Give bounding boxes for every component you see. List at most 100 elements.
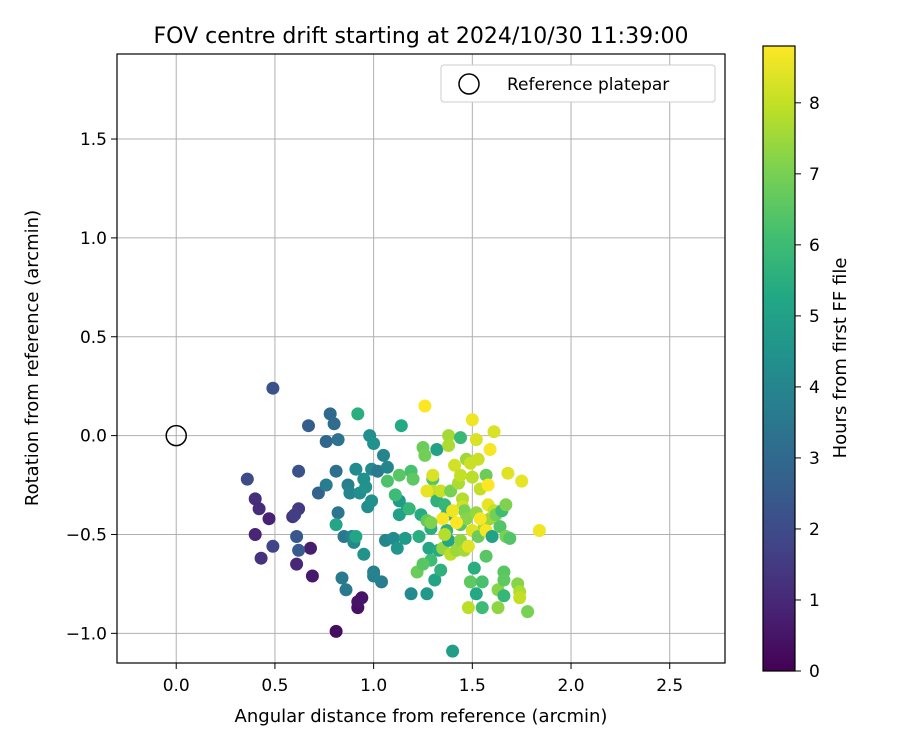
data-point (532, 524, 546, 537)
data-point (521, 605, 535, 619)
data-point (469, 587, 483, 601)
data-point (252, 502, 266, 516)
data-point (311, 486, 325, 500)
data-point (438, 528, 452, 541)
data-point (377, 448, 390, 462)
data-point (513, 591, 527, 605)
data-point (290, 530, 304, 543)
y-axis-ticks: −1.0 −0.5 0.0 0.5 1.0 1.5 (66, 130, 117, 644)
data-point (426, 468, 440, 482)
data-point (357, 547, 371, 561)
data-point (487, 425, 501, 439)
data-point (501, 466, 515, 480)
data-point (329, 464, 343, 478)
legend-entry-label: Reference platepar (507, 75, 669, 95)
x-tick-label: 0.0 (163, 676, 190, 696)
data-point (463, 575, 477, 589)
data-point (290, 557, 304, 571)
colorbar (762, 45, 796, 672)
data-point (304, 541, 317, 555)
data-point (339, 583, 353, 597)
data-point (497, 573, 511, 587)
data-point (420, 484, 434, 498)
data-point (483, 443, 497, 456)
data-point (493, 520, 507, 534)
data-point (248, 492, 262, 506)
data-point (424, 516, 438, 530)
data-point (442, 439, 456, 452)
data-point (416, 557, 430, 571)
x-axis-ticks: 0.0 0.5 1.0 1.5 2.0 2.5 (163, 663, 683, 696)
data-point (450, 516, 463, 530)
y-tick-label: −0.5 (66, 525, 107, 545)
data-point (418, 399, 432, 413)
grid-lines (117, 54, 725, 663)
data-point (461, 601, 475, 615)
data-point (434, 484, 448, 498)
legend: Reference platepar (440, 64, 716, 103)
colorbar-tick-label: 7 (809, 165, 820, 185)
data-point (412, 530, 426, 543)
data-point (319, 435, 333, 448)
data-point (390, 541, 404, 555)
colorbar-tick-label: 2 (809, 520, 820, 540)
reference-platepar-marker (165, 424, 187, 447)
data-point (448, 458, 462, 472)
data-point (329, 518, 343, 532)
data-point (380, 474, 394, 488)
data-point (335, 571, 349, 585)
data-point (302, 419, 315, 433)
data-point (398, 531, 412, 545)
legend-marker-open-circle (458, 73, 480, 95)
y-axis-label: Rotation from reference (arcmin) (22, 210, 43, 506)
data-point (446, 644, 460, 658)
colorbar-label: Hours from first FF file (830, 258, 851, 459)
data-point (248, 528, 262, 541)
x-tick-label: 0.5 (261, 676, 288, 696)
data-point (349, 530, 363, 543)
data-point (292, 464, 306, 478)
data-point (367, 569, 381, 583)
data-point (240, 472, 254, 486)
data-point (422, 541, 436, 555)
data-point (475, 575, 489, 589)
data-point (319, 478, 333, 492)
data-point (497, 589, 511, 603)
y-tick-label: 1.5 (80, 130, 107, 150)
data-point (367, 437, 381, 450)
legend-box (440, 64, 716, 103)
x-tick-label: 1.0 (360, 676, 387, 696)
y-tick-label: 0.5 (80, 328, 107, 348)
data-point (418, 448, 432, 462)
data-point (327, 417, 341, 431)
data-point (430, 443, 444, 456)
data-point (331, 506, 345, 520)
data-point (351, 407, 365, 421)
data-point (331, 433, 345, 447)
data-point (459, 512, 473, 526)
colorbar-tick-label: 0 (809, 662, 820, 682)
chart-title: FOV centre drift starting at 2024/10/30 … (154, 24, 689, 49)
data-point (323, 407, 337, 421)
x-tick-label: 2.5 (656, 676, 683, 696)
data-point (436, 512, 450, 526)
data-point (485, 530, 499, 543)
data-point (351, 595, 365, 609)
data-point (465, 470, 479, 484)
data-point (371, 464, 385, 478)
data-point (491, 601, 505, 615)
data-point (479, 468, 493, 482)
data-point (420, 587, 434, 601)
data-point (499, 498, 513, 512)
data-point (365, 494, 379, 508)
data-point (392, 468, 406, 482)
data-point (473, 512, 487, 526)
data-point (402, 502, 416, 516)
data-point (262, 512, 276, 526)
colorbar-tick-label: 8 (809, 94, 820, 114)
data-point (428, 573, 442, 587)
y-tick-label: 1.0 (80, 229, 107, 249)
x-axis-label: Angular distance from reference (arcmin) (235, 706, 608, 727)
colorbar-tick-label: 3 (809, 449, 820, 469)
